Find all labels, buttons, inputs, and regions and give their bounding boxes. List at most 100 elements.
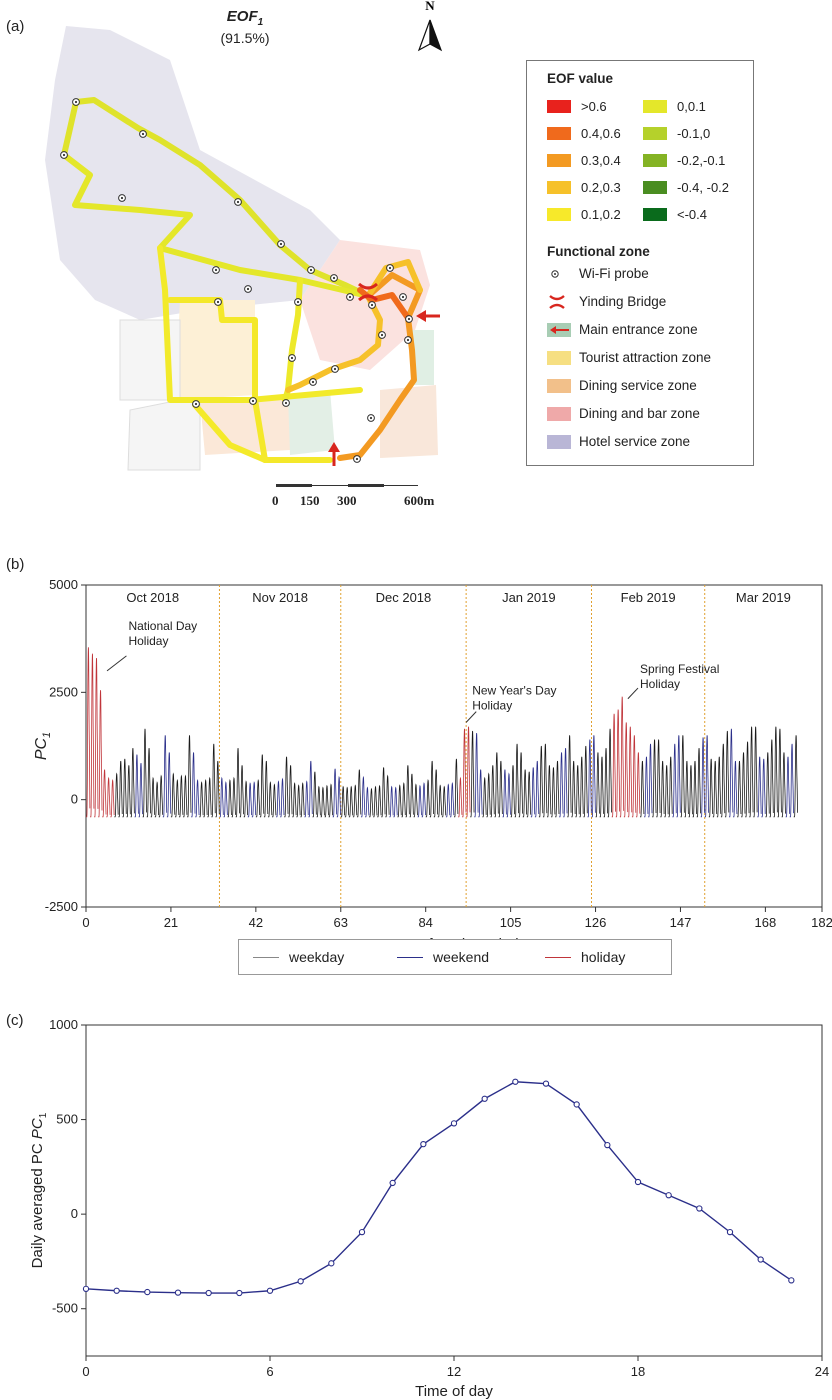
eof-legend-heading: EOF value bbox=[547, 71, 614, 86]
x-tick-label: 84 bbox=[418, 915, 432, 930]
eof-class-item: -0.4, -0.2 bbox=[643, 180, 729, 195]
zone-label-dining: Dining service zone bbox=[579, 378, 697, 393]
pc1-day-series-holiday bbox=[94, 657, 99, 818]
pc1-day-series-weekday bbox=[712, 760, 718, 818]
pc1-day-series-weekday bbox=[114, 772, 119, 818]
pc1-day-series-weekday bbox=[555, 760, 560, 818]
path-east-ring bbox=[337, 272, 423, 461]
pc1-day-series-weekday bbox=[692, 760, 697, 818]
daily-pc1-point bbox=[573, 1101, 580, 1108]
eof-class-swatch bbox=[547, 100, 571, 113]
zone-item-tourist: Tourist attraction zone bbox=[547, 350, 711, 365]
eof-title-text: EOF bbox=[226, 8, 258, 25]
pc1-day-series-weekday bbox=[482, 776, 487, 818]
pc1-day-series-weekend bbox=[700, 737, 705, 818]
pc1-day-series-holiday bbox=[627, 726, 633, 818]
pc1-day-series-weekday bbox=[239, 765, 244, 818]
wifi-probe-icon bbox=[378, 331, 386, 339]
y-tick-label: -500 bbox=[52, 1301, 78, 1316]
pc1-day-series-weekday bbox=[664, 765, 669, 818]
wifi-probe-icon bbox=[282, 399, 290, 407]
pc1-day-series-weekday bbox=[656, 739, 661, 818]
daily-pc1-point bbox=[481, 1095, 488, 1102]
pc1-day-series-weekday bbox=[409, 773, 414, 818]
wifi-probe-icon bbox=[139, 130, 147, 138]
pc1-day-series-weekday bbox=[146, 748, 151, 818]
entrance-arrow-south-icon bbox=[328, 442, 340, 466]
zone-label-tourist: Tourist attraction zone bbox=[579, 350, 712, 365]
eof-class-label: -0.1,0 bbox=[677, 126, 711, 141]
pc1-day-series-weekday bbox=[263, 760, 269, 818]
daily-pc1-point bbox=[788, 1277, 795, 1284]
legend-label-weekday: weekday bbox=[289, 949, 345, 965]
pc1-day-series-weekend bbox=[276, 780, 281, 818]
pc1-day-series-weekend bbox=[704, 735, 709, 818]
eof-class-item: 0.2,0.3 bbox=[547, 180, 621, 195]
pc1-day-series-weekend bbox=[672, 743, 677, 818]
pc1-day-series-weekday bbox=[781, 752, 786, 818]
eof-class-label: 0.2,0.3 bbox=[581, 180, 621, 195]
wifi-probe-icon bbox=[353, 455, 361, 463]
pc1-day-series-weekday bbox=[179, 774, 184, 818]
wifi-probe-icon bbox=[214, 298, 222, 306]
pc1-day-series-weekend bbox=[676, 735, 681, 818]
pc1-day-series-weekday bbox=[668, 756, 673, 818]
dining-swatch bbox=[547, 378, 571, 393]
eof-class-item: -0.2,-0.1 bbox=[643, 153, 725, 168]
plot-frame bbox=[85, 584, 823, 908]
pc1-day-series-weekend bbox=[474, 733, 479, 818]
daily-pc1-point bbox=[358, 1228, 366, 1236]
zone-item-hotel: Hotel service zone bbox=[547, 434, 690, 449]
pc1-day-series-weekend bbox=[733, 760, 738, 818]
pc1-day-series-weekend bbox=[134, 754, 139, 818]
pc1-day-series-weekday bbox=[154, 781, 160, 818]
probe-icon bbox=[547, 267, 571, 281]
x-tick-label: 0 bbox=[82, 1364, 89, 1379]
wifi-probe-icon bbox=[72, 98, 80, 106]
pc1-day-series-weekday bbox=[324, 784, 329, 818]
pc1-day-series-weekday bbox=[547, 765, 552, 818]
month-label: Oct 2018 bbox=[126, 590, 179, 605]
pc1-day-series-weekday bbox=[433, 769, 439, 818]
pc1-day-series-weekday bbox=[122, 758, 127, 818]
pc1-day-series-weekday bbox=[542, 743, 548, 818]
entrance-arrow-east-icon bbox=[416, 310, 440, 322]
legend-item-weekday: weekday bbox=[253, 940, 344, 974]
x-tick-label: 63 bbox=[334, 915, 348, 930]
pc1-day-series-weekend bbox=[389, 785, 394, 818]
daily-pc1-point bbox=[266, 1287, 274, 1294]
pc1-day-series-weekday bbox=[348, 785, 354, 818]
pc1-day-series-holiday bbox=[466, 726, 471, 818]
pc1-day-series-weekday bbox=[716, 756, 722, 818]
eof-class-swatch bbox=[547, 181, 571, 194]
pc1-day-series-holiday bbox=[98, 690, 103, 818]
map-zones bbox=[45, 26, 438, 471]
pc1-day-series-weekday bbox=[603, 748, 608, 818]
wifi-probe-icon bbox=[399, 293, 407, 301]
wifi-probe-icon bbox=[212, 266, 220, 274]
entrance-swatch bbox=[547, 322, 571, 337]
pc1-day-series-weekday bbox=[777, 728, 782, 818]
wifi-probe-icon bbox=[346, 293, 354, 301]
pc1-day-series-weekday bbox=[231, 776, 236, 818]
pc1-day-series-weekend bbox=[449, 782, 455, 818]
pc1-day-series-weekday bbox=[199, 781, 204, 818]
wifi-probe-icon bbox=[309, 378, 317, 386]
daily-pc1-point bbox=[542, 1080, 550, 1087]
pc1-day-series-weekend bbox=[417, 784, 422, 818]
daily-pc1-point bbox=[113, 1287, 120, 1294]
pc1-day-series-weekday bbox=[793, 735, 798, 818]
pc1-day-series-weekday bbox=[494, 752, 499, 818]
daily-pc1-point bbox=[665, 1192, 672, 1199]
map-legend: EOF value >0.6 0.4,0.6 0.3,0.4 0.2,0.3 0.1,0… bbox=[526, 60, 754, 466]
pc1-day-series-holiday bbox=[458, 776, 463, 818]
pc1-day-series-weekday bbox=[688, 765, 693, 818]
pc1-day-series-weekday bbox=[575, 765, 580, 818]
pc1-day-series-holiday bbox=[102, 769, 107, 818]
pc1-day-series-weekend bbox=[223, 781, 228, 818]
pc1-day-series-weekday bbox=[227, 779, 232, 818]
panel-label-b: (b) bbox=[6, 556, 25, 573]
eof-class-item: 0,0.1 bbox=[643, 99, 706, 114]
pc1-day-series-weekday bbox=[352, 784, 358, 818]
